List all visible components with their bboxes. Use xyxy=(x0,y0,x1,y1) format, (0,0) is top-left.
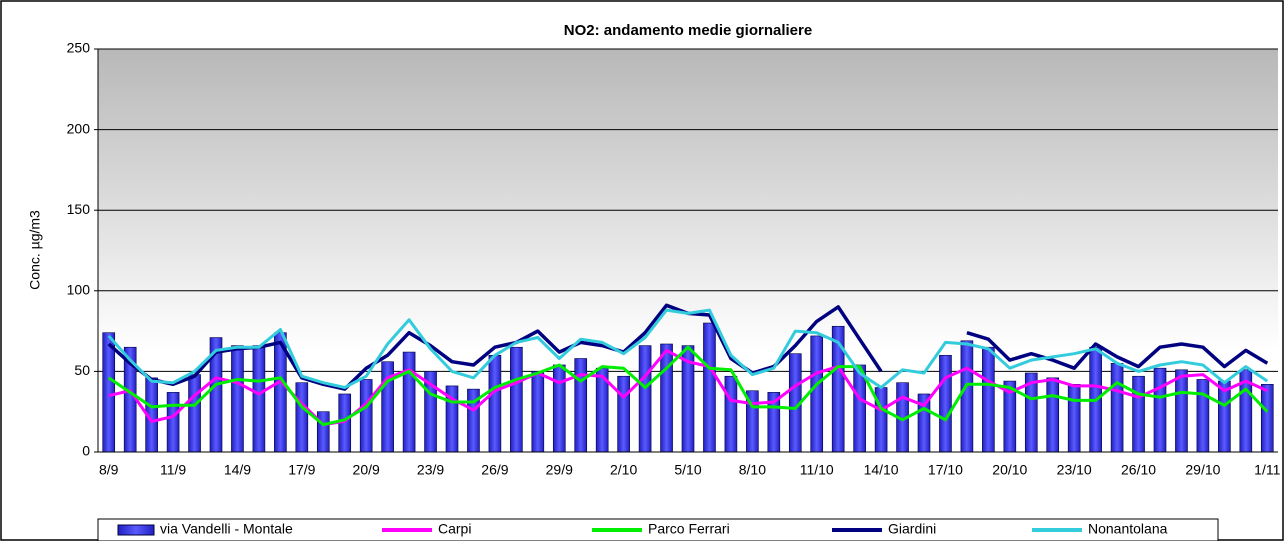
x-tick-label: 23/9 xyxy=(417,462,444,478)
legend-label: Carpi xyxy=(438,521,471,537)
x-tick-label: 20/9 xyxy=(353,462,380,478)
bar xyxy=(1153,367,1167,453)
x-tick-label: 8/9 xyxy=(99,462,119,478)
bar xyxy=(188,374,201,453)
y-axis-label: Conc. µg/m3 xyxy=(27,210,43,290)
x-tick-label: 26/10 xyxy=(1121,462,1156,478)
x-tick-label: 11/9 xyxy=(160,462,186,478)
x-tick-label: 5/10 xyxy=(674,462,701,478)
legend-label: via Vandelli - Montale xyxy=(160,521,293,537)
y-tick-label: 250 xyxy=(67,40,91,56)
series-line xyxy=(107,308,1269,389)
bar xyxy=(166,392,180,453)
bar xyxy=(660,343,673,453)
bar xyxy=(1132,375,1145,453)
bar xyxy=(810,335,824,453)
bar xyxy=(488,354,502,453)
x-tick-label: 20/10 xyxy=(992,462,1027,478)
bar xyxy=(1067,383,1081,453)
bar xyxy=(510,346,523,453)
x-tick-label: 29/9 xyxy=(546,462,573,478)
y-tick-label: 150 xyxy=(67,201,91,217)
bar xyxy=(316,411,330,453)
bar xyxy=(295,382,309,453)
chart-title: NO2: andamento medie giornaliere xyxy=(564,22,812,39)
x-tick-label: 17/10 xyxy=(928,462,963,478)
bar xyxy=(638,345,652,453)
bar xyxy=(1046,377,1060,453)
bar xyxy=(231,345,244,453)
y-tick-label: 0 xyxy=(82,443,90,459)
bar xyxy=(939,354,952,453)
bar xyxy=(1175,369,1188,453)
legend-label: Nonantolana xyxy=(1088,521,1168,537)
bar xyxy=(252,345,266,453)
x-tick-label: 29/10 xyxy=(1185,462,1220,478)
bar xyxy=(1196,379,1210,453)
bar xyxy=(1260,383,1274,453)
x-tick-label: 26/9 xyxy=(481,462,508,478)
x-tick-label: 8/10 xyxy=(739,462,766,478)
x-tick-label: 14/9 xyxy=(224,462,251,478)
bar xyxy=(831,325,845,453)
bar xyxy=(531,371,545,453)
bar xyxy=(617,375,630,453)
series-line xyxy=(108,348,1268,427)
y-tick-label: 50 xyxy=(74,362,90,378)
y-tick-label: 100 xyxy=(67,282,91,298)
legend-swatch xyxy=(117,524,155,536)
legend-label: Giardini xyxy=(888,521,936,537)
bar xyxy=(960,340,974,453)
x-tick-label: 11/10 xyxy=(800,462,834,478)
bar xyxy=(359,379,373,453)
bar xyxy=(1110,363,1124,453)
bar xyxy=(703,322,716,453)
y-tick-label: 200 xyxy=(67,120,91,136)
bar xyxy=(724,375,738,453)
bar xyxy=(552,364,566,453)
bar xyxy=(402,351,416,453)
x-tick-label: 14/10 xyxy=(864,462,899,478)
bar xyxy=(574,358,588,453)
x-tick-label: 1/11 xyxy=(1254,462,1280,478)
legend xyxy=(97,518,1219,541)
bar xyxy=(982,346,995,453)
x-tick-label: 17/9 xyxy=(288,462,315,478)
x-tick-label: 2/10 xyxy=(610,462,637,478)
legend-label: Parco Ferrari xyxy=(648,521,730,537)
x-tick-label: 23/10 xyxy=(1057,462,1092,478)
series-line xyxy=(107,345,1269,427)
bar xyxy=(102,332,116,453)
